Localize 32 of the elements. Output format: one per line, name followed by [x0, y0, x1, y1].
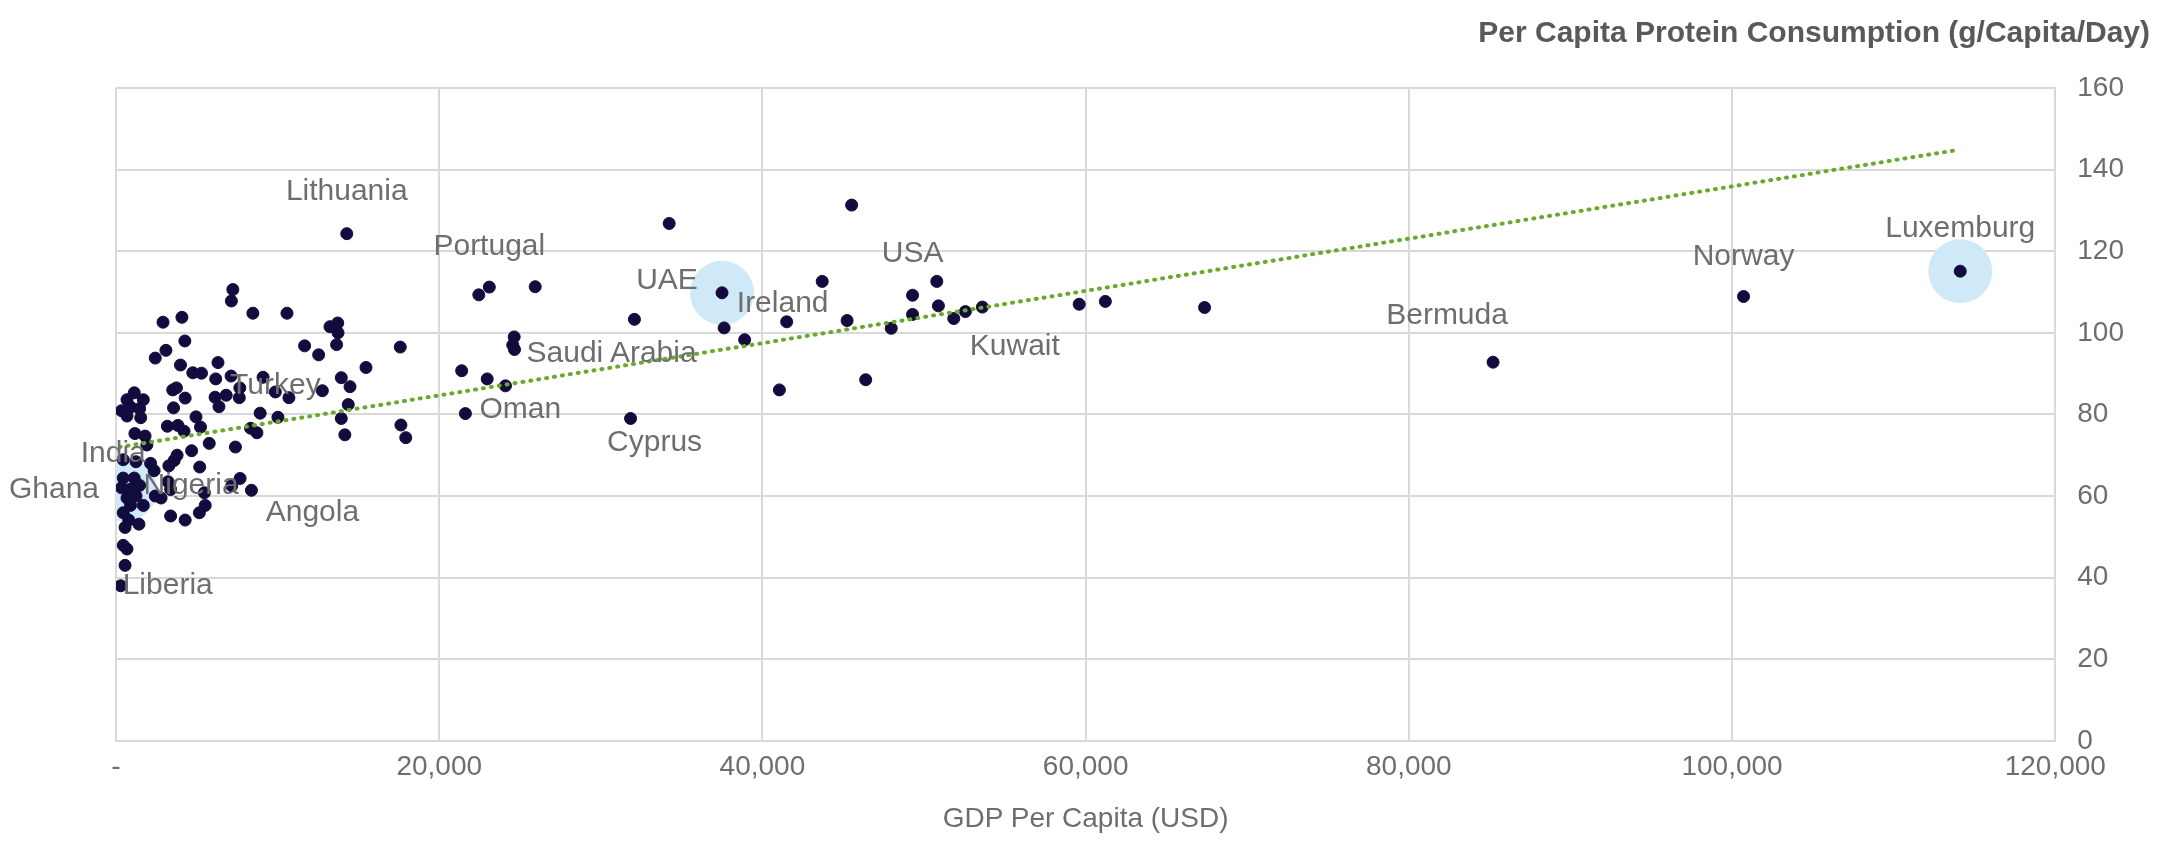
annotation: Angola [265, 494, 360, 528]
annotation: Liberia [122, 567, 214, 601]
x-axis-title: GDP Per Capita (USD) [942, 801, 1229, 833]
x-tick-label: 60,000 [1042, 750, 1129, 782]
x-tick-label: - [111, 750, 121, 782]
annotation: India [80, 434, 147, 468]
annotation: Cyprus [607, 423, 703, 457]
annotation: Norway [1692, 237, 1795, 271]
x-tick-label: 80,000 [1366, 750, 1452, 782]
y-tick-label: 80 [2077, 397, 2109, 429]
x-tick-label: 40,000 [719, 750, 806, 782]
y-tick-label: 20 [2077, 641, 2109, 673]
x-tick-label: 100,000 [1681, 750, 1783, 782]
y-tick-label: 120 [2077, 233, 2124, 265]
x-tick-label: 20,000 [396, 750, 483, 782]
annotation: Lithuania [285, 172, 408, 206]
annotation: UAE [636, 262, 698, 296]
annotation: Kuwait [969, 327, 1061, 361]
y-tick-label: 40 [2077, 560, 2109, 592]
annotation: USA [881, 234, 944, 268]
annotation: Luxemburg [1885, 210, 2036, 244]
y-tick-label: 160 [2077, 70, 2124, 102]
y-tick-label: 60 [2077, 478, 2109, 510]
annotation: Ghana [8, 470, 100, 504]
annotation: Saudi Arabia [526, 334, 697, 368]
annotation: Portugal [433, 228, 546, 262]
y-tick-label: 140 [2077, 152, 2124, 184]
annotation: Oman [479, 390, 562, 424]
annotation: Bermuda [1386, 297, 1509, 331]
y-tick-label: 100 [2077, 315, 2124, 347]
y-axis-title: Per Capita Protein Consumption (g/Capita/Day) [1478, 15, 2150, 49]
annotation: Ireland [736, 285, 829, 318]
